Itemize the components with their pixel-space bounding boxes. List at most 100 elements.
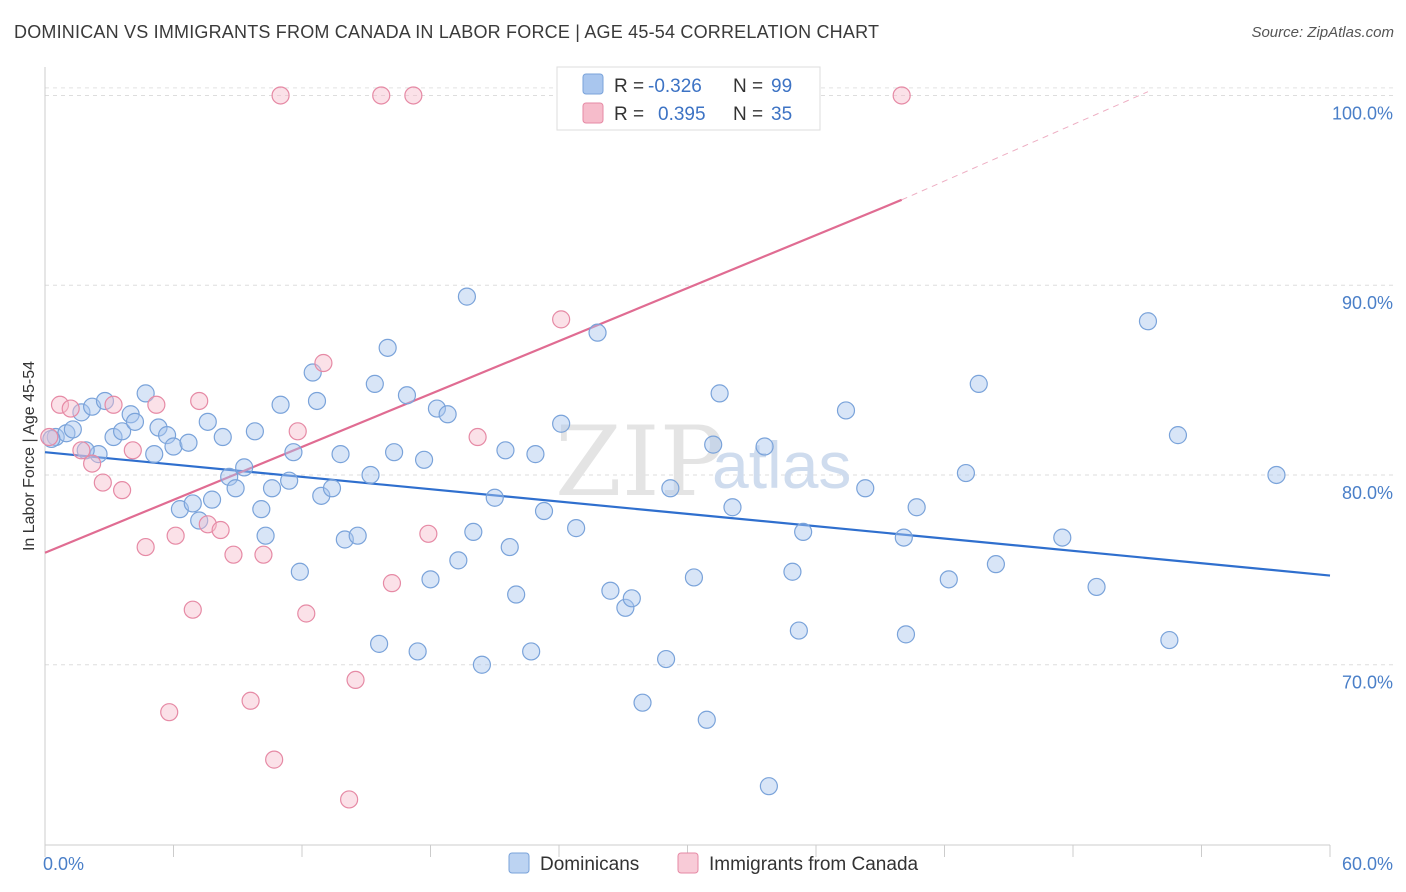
dominican-point-11	[136, 384, 155, 403]
canada-point-23	[297, 604, 316, 623]
canada-point-34	[892, 86, 911, 105]
y-axis-title: In Labor Force | Age 45-54	[21, 361, 38, 551]
dominican-point-17	[179, 433, 198, 452]
dominican-point-60	[522, 642, 541, 661]
canada-point-27	[372, 86, 391, 105]
series-legend: Dominicans Immigrants from Canada	[508, 852, 919, 875]
dominican-point-63	[552, 414, 571, 433]
trend-lines	[44, 91, 1331, 577]
canada-point-30	[419, 524, 438, 543]
dominican-point-90	[986, 555, 1006, 574]
canada-point-8	[123, 441, 142, 460]
dominican-point-26	[245, 422, 264, 441]
canada-point-1	[50, 395, 70, 414]
dominican-point-35	[307, 391, 327, 411]
dominican-point-81	[794, 522, 813, 542]
dominican-point-40	[348, 526, 367, 545]
dominican-point-56	[485, 488, 504, 507]
canada-point-32	[552, 310, 571, 329]
dominican-point-42	[365, 374, 384, 393]
canada-point-21	[271, 86, 290, 105]
dominican-point-80	[789, 621, 808, 640]
canada-point-29	[404, 86, 423, 105]
dominican-point-6	[95, 391, 115, 411]
dominican-point-89	[969, 374, 988, 393]
trend-line-ext-1	[901, 91, 1149, 201]
dominican-point-33	[290, 562, 309, 581]
dominicans-points	[42, 287, 1286, 796]
x-tick-labels: 0.0% 60.0%	[43, 854, 1393, 874]
dominican-point-38	[331, 445, 350, 464]
dominican-point-12	[145, 445, 164, 464]
canada-point-13	[183, 600, 202, 619]
dominican-point-73	[697, 710, 716, 729]
trend-line-1	[44, 198, 903, 554]
dominican-point-55	[472, 655, 491, 674]
dominican-point-52	[449, 551, 468, 570]
dominican-point-83	[856, 479, 875, 498]
canada-point-16	[211, 520, 230, 540]
dominican-point-61	[526, 445, 545, 464]
dominican-point-19	[190, 511, 209, 530]
canada-point-31	[468, 427, 487, 447]
dominican-point-67	[616, 598, 635, 617]
dominican-point-68	[622, 589, 641, 608]
source-credit: Source: ZipAtlas.com	[1251, 24, 1394, 41]
dominican-point-93	[1138, 312, 1158, 331]
canada-point-22	[288, 422, 307, 441]
dominican-point-84	[894, 528, 913, 547]
legend-n-label-0: N =	[733, 76, 763, 97]
dominican-point-27	[252, 500, 271, 519]
dominican-point-72	[684, 568, 704, 587]
dominican-point-71	[661, 479, 680, 498]
dominican-point-29	[262, 479, 282, 498]
y-tick-label-1: 80.0%	[1342, 483, 1393, 503]
dominican-point-88	[956, 463, 976, 483]
y-tick-label-0: 70.0%	[1342, 673, 1393, 693]
canada-point-28	[382, 574, 402, 593]
dominican-point-30	[271, 395, 290, 414]
dominican-point-18	[183, 494, 202, 513]
legend-r-label-0: R =	[614, 76, 644, 97]
dominican-point-64	[567, 519, 586, 538]
canada-point-10	[147, 395, 166, 414]
dominican-point-45	[384, 443, 404, 462]
watermark-zip: ZIP	[555, 406, 724, 518]
dominican-point-25	[235, 458, 254, 477]
canada-point-20	[265, 750, 284, 769]
dominican-point-41	[361, 465, 380, 485]
bottom-legend-label-canada: Immigrants from Canada	[709, 854, 919, 875]
canada-point-19	[254, 545, 273, 564]
dominican-point-51	[438, 405, 457, 424]
dominican-point-23	[220, 467, 239, 486]
dominican-point-21	[202, 490, 222, 509]
dominican-point-94	[1160, 630, 1179, 650]
watermark: ZIP atlas	[555, 406, 851, 518]
bottom-legend-label-dominicans: Dominicans	[540, 854, 639, 875]
dominican-point-87	[939, 570, 958, 589]
dominican-point-44	[378, 338, 397, 357]
dominican-point-37	[322, 479, 342, 498]
legend-r-label-1: R =	[614, 104, 644, 125]
dominican-point-58	[500, 537, 519, 557]
dominican-point-82	[836, 401, 856, 420]
dominican-point-48	[414, 450, 434, 469]
grid-lines	[45, 87, 1393, 666]
dominican-point-31	[280, 471, 299, 490]
legend-n-label-1: N =	[733, 104, 763, 125]
dominican-point-95	[1168, 426, 1188, 445]
canada-points	[40, 86, 911, 809]
canada-point-3	[72, 441, 91, 460]
legend-r-value-0: -0.326	[648, 76, 702, 97]
dominican-point-65	[588, 323, 607, 342]
canada-point-11	[160, 703, 179, 722]
dominican-point-24	[226, 479, 245, 498]
legend-r-value-1: 0.395	[658, 104, 706, 125]
watermark-atlas: atlas	[712, 428, 851, 502]
x-tick-label-1: 60.0%	[1342, 854, 1393, 874]
dominican-point-77	[755, 437, 774, 456]
canada-point-5	[93, 473, 112, 492]
dominican-point-14	[157, 426, 177, 445]
legend-n-value-0: 99	[771, 76, 792, 97]
